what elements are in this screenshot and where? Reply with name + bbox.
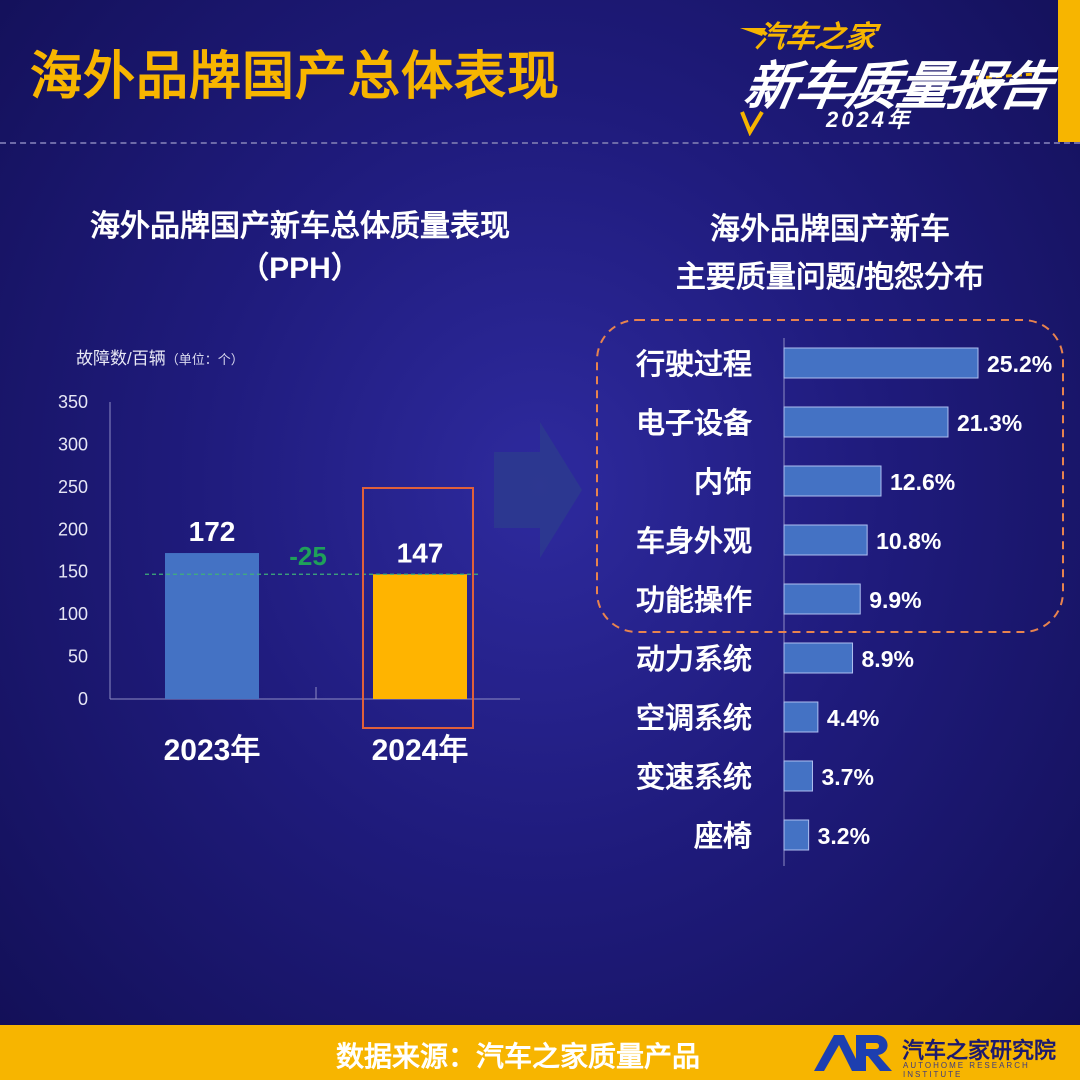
category-label: 动力系统 xyxy=(636,642,752,676)
bar-data-label: 21.3% xyxy=(957,410,1022,436)
bar-电子设备 xyxy=(783,406,949,438)
y-tick-label: 300 xyxy=(58,434,88,454)
ar-logo-icon xyxy=(814,1035,892,1071)
accent-bar xyxy=(1058,0,1080,142)
bar-内饰 xyxy=(783,465,882,497)
bar-data-label: 172 xyxy=(189,516,236,547)
bar-data-label: 147 xyxy=(397,537,444,568)
y-tick-label: 250 xyxy=(58,477,88,497)
highlight-box-2024 xyxy=(362,487,474,729)
left-chart-title-line2: （PPH） xyxy=(239,252,361,285)
x-category-label: 2024年 xyxy=(372,734,469,767)
y-tick-label: 350 xyxy=(58,392,88,412)
bar-2024年 xyxy=(373,574,467,699)
top-issues-highlight-box xyxy=(596,319,1064,633)
x-category-label: 2023年 xyxy=(164,734,261,767)
y-axis-unit-label: 故障数/百辆（单位：个） xyxy=(76,344,244,369)
bar-data-label: 8.9% xyxy=(862,646,914,672)
category-label: 电子设备 xyxy=(636,407,753,440)
y-tick-label: 150 xyxy=(58,562,88,582)
right-chart-title: 海外品牌国产新车 主要质量问题/抱怨分布 xyxy=(600,206,1060,302)
bar-空调系统 xyxy=(783,701,819,733)
bar-行驶过程 xyxy=(783,347,979,379)
category-label: 空调系统 xyxy=(636,701,752,735)
right-arrow-icon xyxy=(494,422,582,558)
org-name: 汽车之家研究院 xyxy=(902,1038,1057,1063)
header-divider xyxy=(0,142,1080,144)
category-label: 内饰 xyxy=(694,466,752,499)
bar-data-label: 25.2% xyxy=(987,351,1052,377)
bar-data-label: 10.8% xyxy=(876,528,941,554)
bar-车身外观 xyxy=(783,524,868,556)
left-chart-title: 海外品牌国产新车总体质量表现 （PPH） xyxy=(40,206,560,290)
bar-data-label: 12.6% xyxy=(890,469,955,495)
y-tick-label: 50 xyxy=(68,647,88,667)
bar-变速系统 xyxy=(783,760,813,792)
bar-功能操作 xyxy=(783,583,861,615)
y-axis-unit-note: （单位：个） xyxy=(165,352,244,367)
category-label: 车身外观 xyxy=(636,524,752,558)
charts-canvas: 0 50 100 150 200 250 300 350 172 2023年 147 2024年 -25… xyxy=(58,319,1064,866)
right-chart-title-line1: 海外品牌国产新车 xyxy=(710,213,950,246)
left-chart-title-line1: 海外品牌国产新车总体质量表现 xyxy=(90,210,510,243)
bar-data-label: 3.7% xyxy=(821,764,873,790)
difference-label: -25 xyxy=(289,541,327,571)
footer-bar: 数据来源：汽车之家质量产品 汽车之家研究院 AUTOHOME RESEARCH … xyxy=(0,1025,1080,1080)
bar-data-label: 4.4% xyxy=(827,705,879,731)
logo-year-text: 2024年 xyxy=(826,107,912,132)
y-tick-label: 0 xyxy=(78,689,88,709)
category-label: 座椅 xyxy=(694,819,752,853)
y-tick-label: 200 xyxy=(58,519,88,539)
report-logo: 汽车之家 新车质量报告 2024年 xyxy=(736,8,1056,136)
org-name-en: AUTOHOME RESEARCH INSTITUTE xyxy=(903,1061,1030,1079)
y-tick-label: 100 xyxy=(58,604,88,624)
bar-动力系统 xyxy=(783,642,854,674)
data-source-text: 数据来源：汽车之家质量产品 xyxy=(336,1041,701,1072)
bar-座椅 xyxy=(783,819,810,851)
y-axis-unit-text: 故障数/百辆 xyxy=(76,349,166,368)
bar-data-label: 9.9% xyxy=(869,587,921,613)
bar-2023年 xyxy=(165,553,259,699)
bar-data-label: 3.2% xyxy=(818,823,870,849)
category-label: 变速系统 xyxy=(636,760,752,794)
category-label: 功能操作 xyxy=(636,584,752,617)
category-label: 行驶过程 xyxy=(635,348,752,381)
checkmark-icon xyxy=(740,28,1037,136)
right-chart-title-line2: 主要质量问题/抱怨分布 xyxy=(675,261,985,294)
page-title: 海外品牌国产总体表现 xyxy=(30,48,561,106)
